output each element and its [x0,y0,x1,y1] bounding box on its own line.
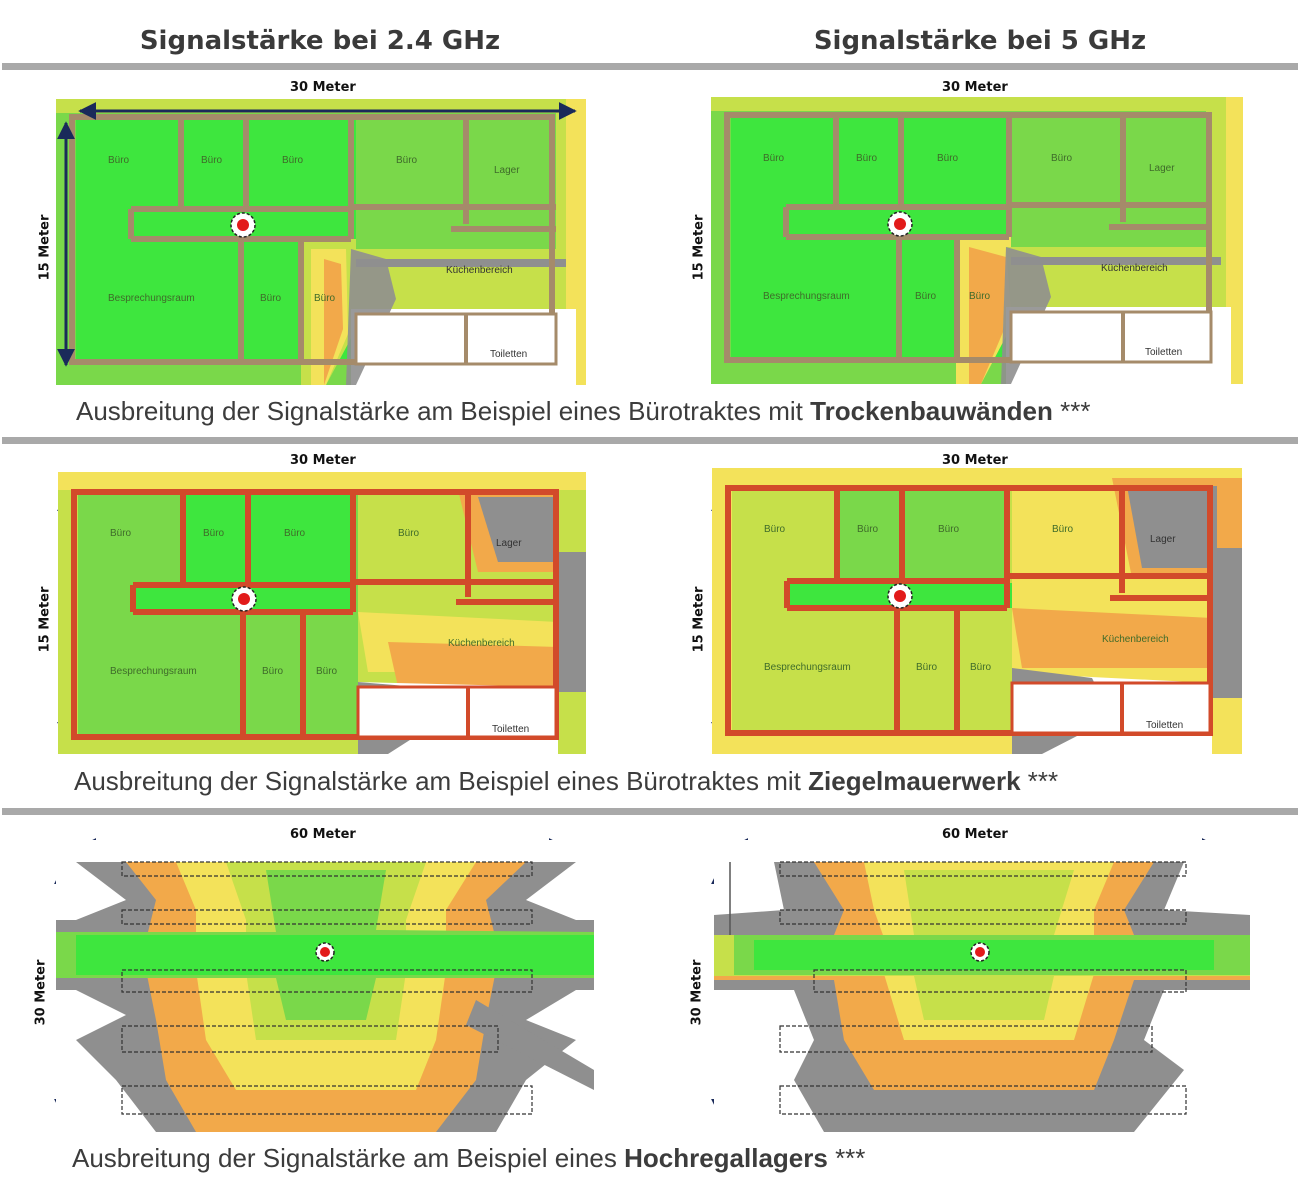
room-label: Büro [108,155,130,166]
height-label: 30 Meter [689,959,705,1026]
width-label: 60 Meter [942,827,1008,842]
room-label: Büro [857,524,879,535]
shelves-svg [729,861,1187,1115]
height-label: 15 Meter [691,586,707,653]
room-label: Büro [969,291,991,302]
warehouse-2-4ghz-map [56,840,594,1132]
separator-2 [2,808,1298,815]
room-label: Lager [494,165,520,176]
room-label: Büro [764,524,786,535]
room-label: Büro [201,155,223,166]
warehouse-5ghz-map [714,840,1250,1132]
room-label: Toiletten [490,349,528,360]
walls-svg [724,112,1213,364]
shelves-svg [121,861,533,1115]
room-label: Küchenbereich [1101,263,1168,274]
room-label: Toiletten [1145,347,1183,358]
access-point-icon [237,219,249,231]
room-label: Büro [110,528,132,539]
separator-top [2,63,1298,70]
access-point-icon [975,947,985,957]
office-drywall-5ghz-map: Büro Büro Büro Büro Lager Besprechungsra… [711,97,1243,384]
room-label: Büro [262,666,284,677]
access-point-icon [894,590,906,602]
caption-drywall: Ausbreitung der Signalstärke am Beispiel… [76,396,1091,426]
room-label: Büro [1052,524,1074,535]
room-label: Lager [1150,534,1176,545]
room-label: Büro [260,293,282,304]
caption-brick: Ausbreitung der Signalstärke am Beispiel… [74,766,1059,796]
walls-svg [71,489,559,740]
room-label: Büro [316,666,338,677]
caption-warehouse: Ausbreitung der Signalstärke am Beispiel… [72,1143,866,1173]
height-label: 15 Meter [691,214,707,281]
walls-svg [725,485,1213,736]
walls-svg [69,114,558,366]
column-title-2-4ghz: Signalstärke bei 2.4 GHz [139,26,501,56]
room-label: Büro [938,524,960,535]
heatmap-svg [56,840,594,1132]
room-label: Büro [1051,153,1073,164]
width-label: 30 Meter [290,80,356,95]
office-brick-2-4ghz-map: Büro Büro Büro Büro Lager Besprechungsra… [58,472,586,754]
width-label: 30 Meter [942,453,1008,468]
room-label: Büro [937,153,959,164]
room-label: Büro [970,662,992,673]
room-label: Toiletten [492,724,530,735]
room-label: Küchenbereich [446,265,513,276]
access-point-icon [238,593,250,605]
room-label: Büro [284,528,306,539]
room-label: Besprechungsraum [108,293,195,304]
room-label: Büro [856,153,878,164]
room-label: Toiletten [1146,720,1184,731]
room-label: Büro [916,662,938,673]
width-label: 60 Meter [290,827,356,842]
access-point-icon [894,218,906,230]
room-label: Besprechungsraum [110,666,197,677]
room-label: Küchenbereich [1102,634,1169,645]
room-label: Besprechungsraum [763,291,850,302]
access-point-icon [320,947,330,957]
office-brick-5ghz-map: Büro Büro Büro Büro Lager Besprechungsra… [712,468,1242,754]
room-label: Lager [496,538,522,549]
separator-1 [2,437,1298,444]
room-label: Küchenbereich [448,638,515,649]
column-title-5ghz: Signalstärke bei 5 GHz [813,26,1147,56]
height-label: 30 Meter [33,959,49,1026]
room-label: Büro [396,155,418,166]
width-label: 30 Meter [290,453,356,468]
room-label: Büro [763,153,785,164]
room-label: Büro [314,293,336,304]
room-label: Büro [398,528,420,539]
room-label: Büro [915,291,937,302]
room-label: Lager [1149,163,1175,174]
room-label: Büro [282,155,304,166]
height-label: 15 Meter [37,214,53,281]
height-label: 15 Meter [37,586,53,653]
width-label: 30 Meter [942,80,1008,95]
room-label: Besprechungsraum [764,662,851,673]
room-label: Büro [203,528,225,539]
